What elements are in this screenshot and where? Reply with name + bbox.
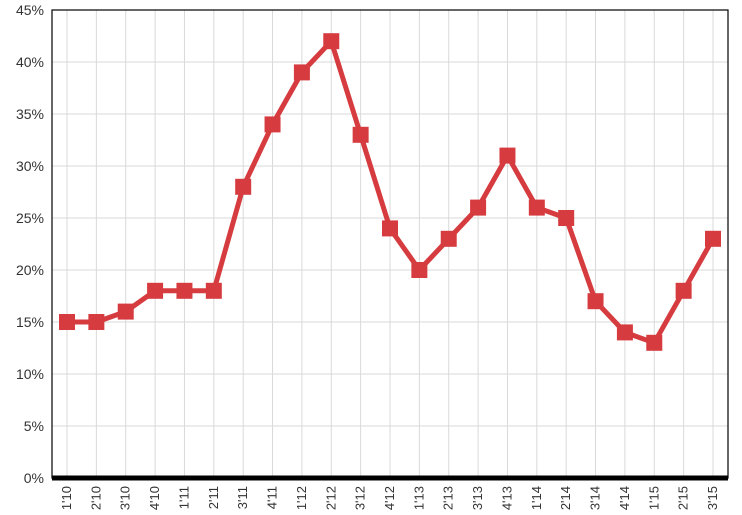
data-point-marker [264,116,281,133]
x-tick-label: 4'13 [499,486,514,510]
x-tick-label: 3'12 [353,486,368,510]
data-point-marker [205,282,222,299]
y-tick-label: 30% [16,158,44,174]
data-point-marker [587,293,604,310]
y-axis-tick-labels: 0% 5% 10% 15% 20% 25% 30% 35% 40% 45% [16,2,44,486]
data-point-marker [352,126,369,143]
x-tick-label: 3'11 [235,486,250,509]
x-tick-label: 4'10 [147,486,162,510]
x-tick-label: 3'14 [588,486,603,510]
data-point-marker [675,282,692,299]
data-point-marker [440,230,457,247]
x-tick-label: 1'12 [294,486,309,510]
y-tick-label: 25% [16,210,44,226]
series-markers [59,33,721,351]
x-tick-label: 2'11 [206,486,221,509]
x-axis-tick-labels: 1'10 2'10 3'10 4'10 1'11 2'11 3'11 4'11 1'12 2'12… [59,486,720,510]
data-point-marker [147,282,164,299]
data-point-marker [382,220,398,237]
data-point-marker [616,324,633,341]
y-tick-label: 20% [16,262,44,278]
x-tick-label: 3'13 [470,486,485,510]
x-tick-label: 2'12 [323,486,338,510]
x-tick-label: 3'15 [705,486,720,510]
x-tick-label: 4'12 [382,486,397,510]
y-tick-label: 10% [16,366,44,382]
x-tick-label: 1'11 [176,486,191,509]
x-tick-label: 2'10 [88,486,103,510]
grid [52,9,728,478]
x-tick-label: 3'10 [118,486,133,510]
y-tick-label: 40% [16,54,44,70]
y-tick-label: 15% [16,314,44,330]
data-point-marker [470,199,487,216]
x-tick-label: 2'14 [558,486,573,510]
data-point-marker [411,262,428,278]
x-tick-label: 1'15 [646,486,661,510]
data-point-marker [323,33,340,50]
data-point-marker [558,210,575,226]
y-tick-label: 35% [16,106,44,122]
x-tick-label: 1'13 [411,486,426,510]
data-point-marker [117,303,134,320]
data-point-marker [528,199,545,216]
data-point-marker [176,282,193,299]
data-point-marker [59,314,75,330]
y-tick-label: 45% [16,2,44,18]
data-point-marker [499,147,516,164]
y-tick-label: 5% [24,418,44,434]
data-point-marker [235,178,252,195]
data-point-marker [293,64,310,81]
x-tick-label: 2'13 [441,486,456,510]
x-tick-label: 1'14 [529,486,544,510]
y-tick-label: 0% [24,470,44,486]
x-tick-label: 2'15 [676,486,691,510]
data-point-marker [705,230,721,247]
x-tick-label: 1'10 [59,486,74,510]
data-point-marker [646,334,663,351]
x-tick-label: 4'14 [617,486,632,510]
x-tick-label: 4'11 [265,486,280,509]
data-point-marker [88,314,105,330]
